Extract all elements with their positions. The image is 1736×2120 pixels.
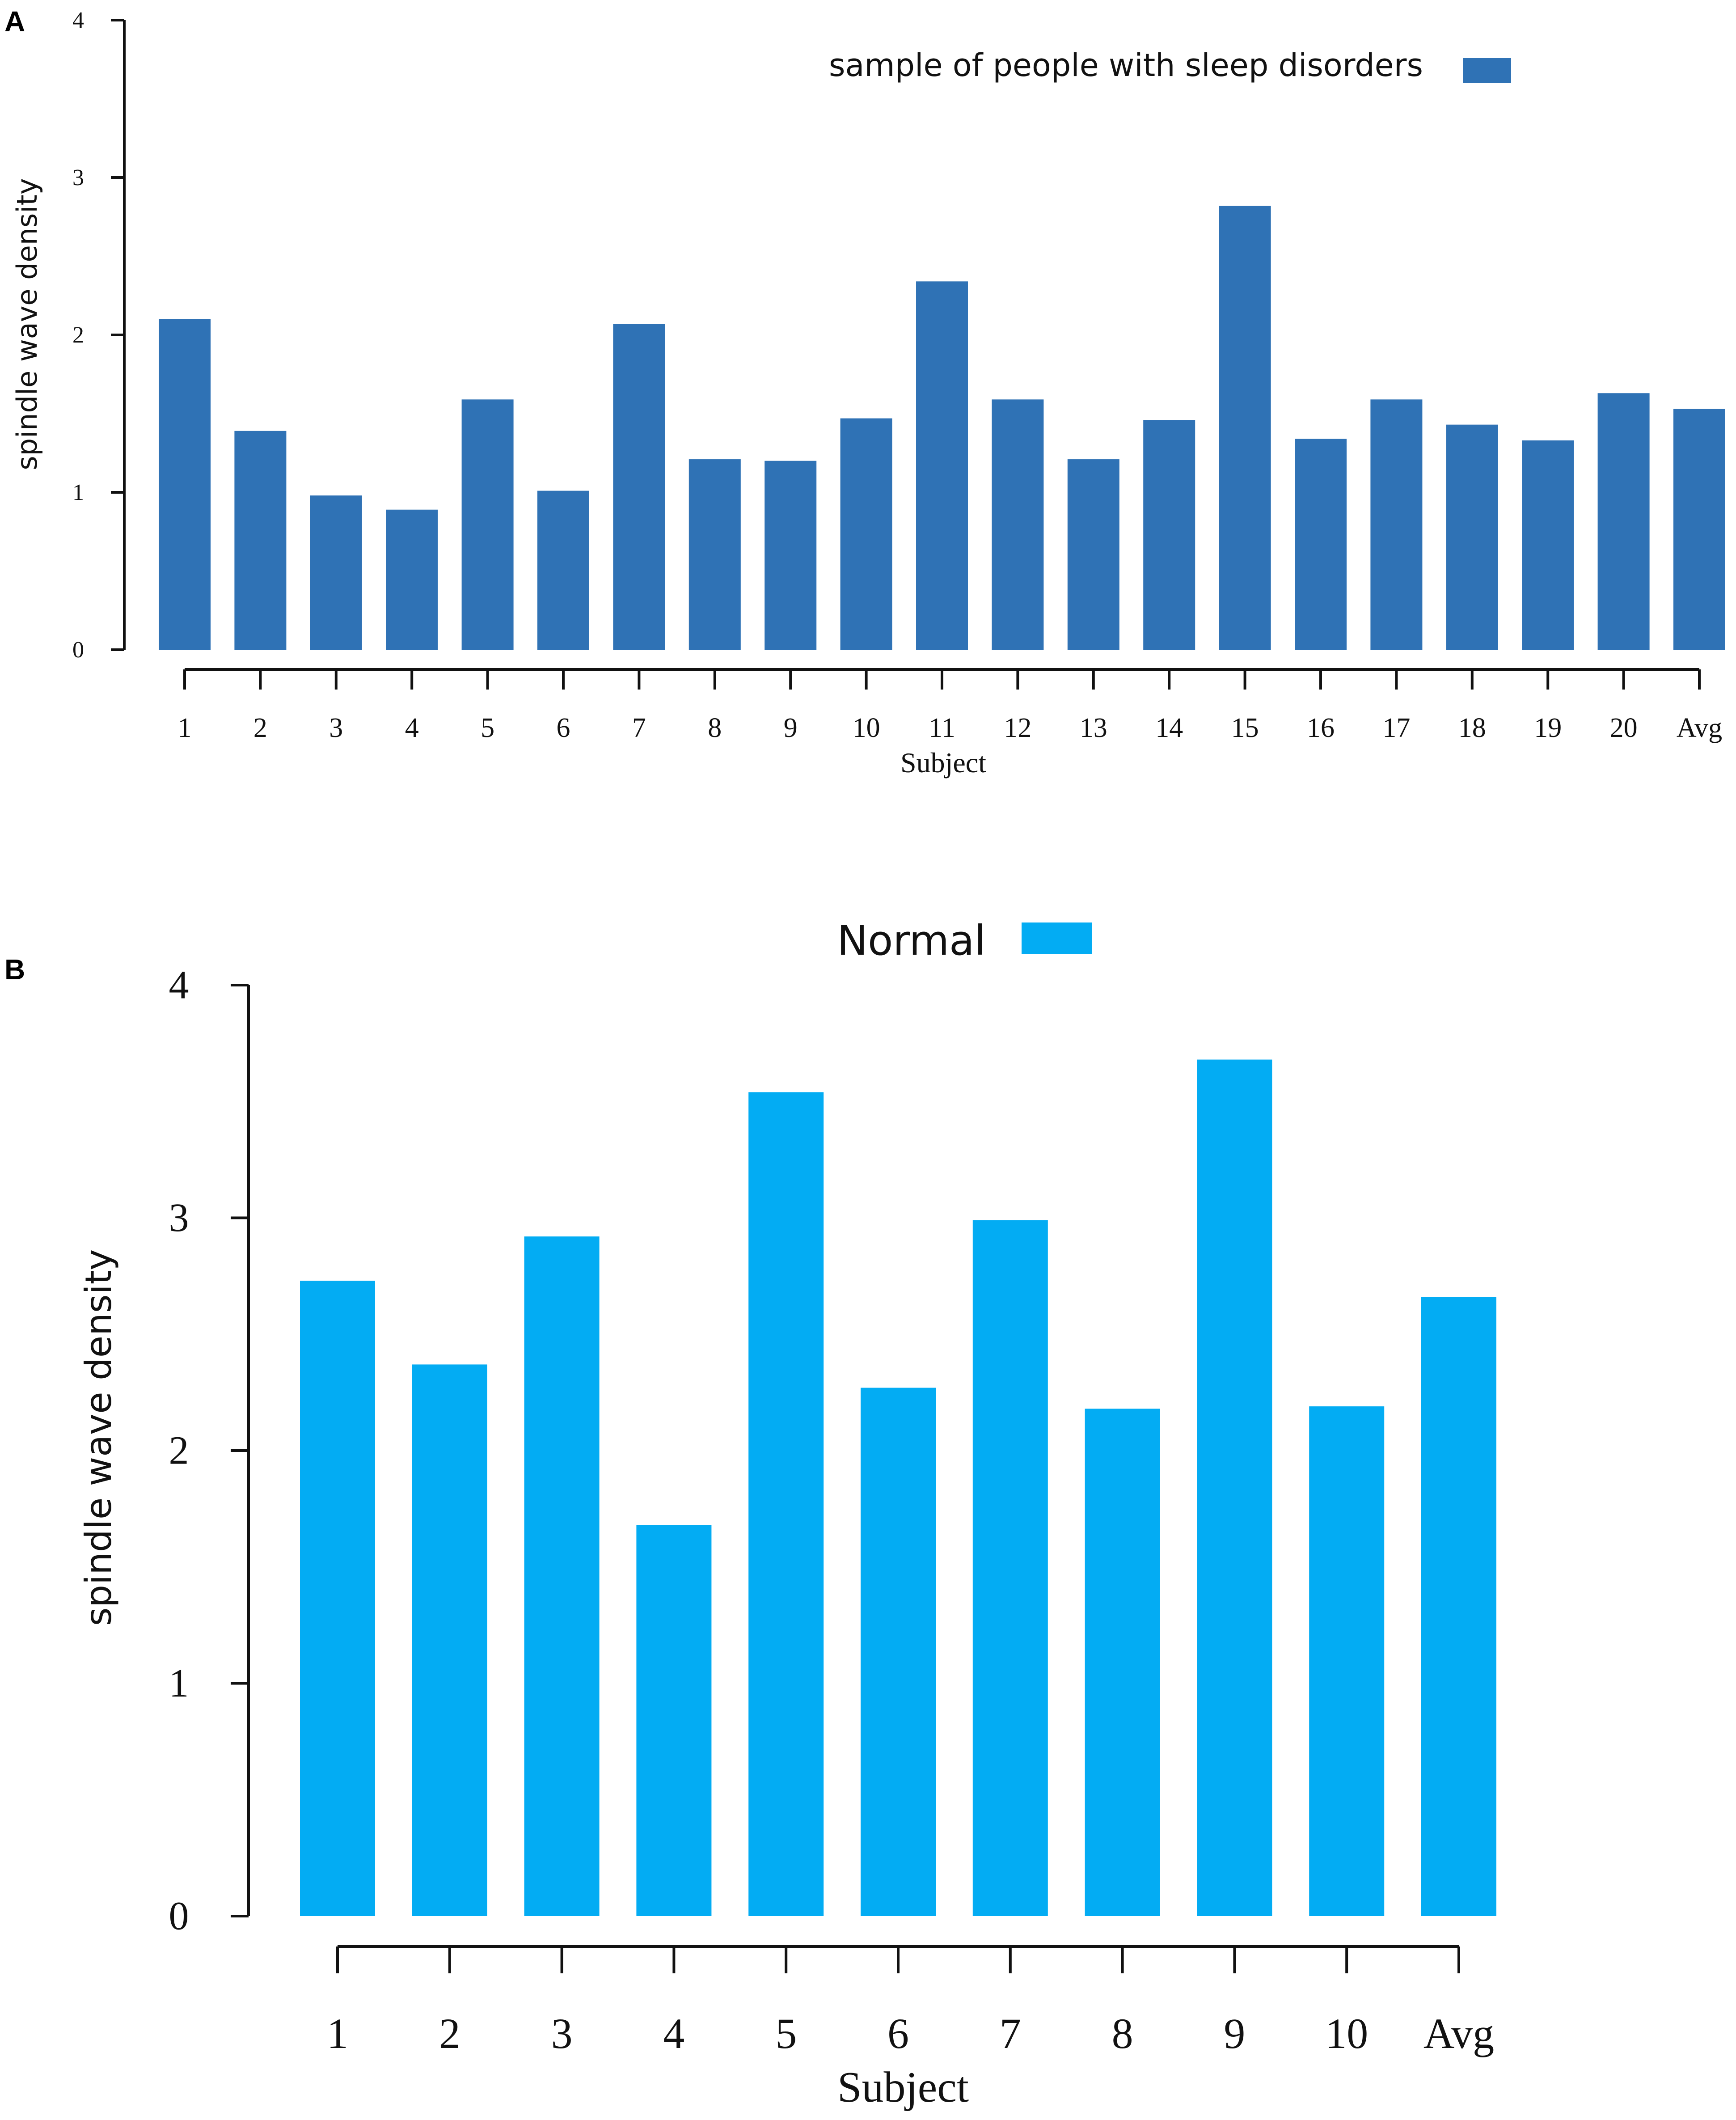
panel-a-x-ticks: 1 2 3 4 5 6 7 8 9 10 11 12 13 14 15 16 17 18 19 20 Avg	[178, 669, 1722, 743]
panel-a-bar-6	[537, 491, 589, 650]
panel-a-x-tick-label: 8	[708, 713, 722, 743]
panel-b-x-tick-label: 4	[663, 2010, 684, 2057]
panel-b-y-axis-label: spindle wave density	[78, 1249, 119, 1626]
panel-a-x-tick-label: 10	[853, 713, 880, 743]
panel-b-legend-swatch	[1022, 922, 1092, 954]
panel-b-x-tick-label: 10	[1325, 2010, 1368, 2057]
panel-a-y-ticks: 0 1 2 3 4	[72, 8, 124, 663]
panel-a-y-tick-label: 1	[72, 480, 84, 505]
panel-b-x-tick-label: 7	[1000, 2010, 1021, 2057]
panel-a-x-tick-label: 3	[329, 713, 343, 743]
panel-a-bar-8	[688, 459, 741, 650]
panel-a-bar-2	[234, 431, 287, 650]
panel-a-bar-13	[1067, 459, 1119, 650]
panel-b-bar-3	[524, 1236, 600, 1916]
panel-b-x-tick-label: 3	[551, 2010, 573, 2057]
panel-a-legend-label: sample of people with sleep disorders	[829, 47, 1423, 84]
panel-a-bar-3	[310, 495, 362, 650]
panel-b-legend-label: Normal	[837, 917, 986, 965]
panel-b-bar-9	[1197, 1059, 1272, 1916]
panel-b-bar-6	[861, 1388, 936, 1916]
panel-a-bar-7	[613, 324, 665, 650]
panel-b-x-tick-label: 8	[1112, 2010, 1133, 2057]
panel-a-x-tick-label: 4	[405, 713, 419, 743]
panel-a-bar-10	[840, 418, 892, 650]
panel-a-x-tick-label: 2	[253, 713, 267, 743]
panel-b-y-tick-label: 4	[169, 963, 189, 1007]
panel-a-y-tick-label: 2	[72, 322, 84, 348]
panel-b-x-tick-label: 6	[887, 2010, 909, 2057]
panel-b-bar-7	[972, 1220, 1048, 1916]
panel-a-bar-20	[1597, 393, 1650, 650]
panel-a-x-tick-label: Avg	[1677, 713, 1722, 743]
panel-b-y-tick-label: 2	[169, 1429, 189, 1473]
panel-a-bar-9	[765, 461, 817, 650]
panel-a-label: A	[4, 5, 25, 38]
panel-a-bar-4	[386, 509, 438, 650]
panel-b-x-ticks: 1 2 3 4 5 6 7 8 9 10 Avg	[327, 1947, 1494, 2057]
panel-a-bar-17	[1370, 399, 1423, 650]
panel-b-chart: B spindle wave density 0 1 2 3 4 1 2 3 4 5 6 7 8 9 10…	[4, 917, 1496, 2112]
panel-a-x-tick-label: 17	[1382, 713, 1410, 743]
panel-b-x-tick-label: 5	[775, 2010, 797, 2057]
panel-b-x-tick-label: 1	[327, 2010, 348, 2057]
panel-a-x-tick-label: 12	[1004, 713, 1031, 743]
panel-a-bar-1	[159, 319, 211, 650]
panel-a-bar-19	[1522, 440, 1574, 650]
panel-b-x-axis-label: Subject	[837, 2063, 969, 2112]
panel-b-bar-10	[1309, 1406, 1385, 1916]
panel-a-x-tick-label: 1	[178, 713, 192, 743]
panel-a-bar-11	[916, 281, 968, 650]
panel-a-x-tick-label: 20	[1610, 713, 1638, 743]
panel-b-x-tick-label: Avg	[1423, 2010, 1494, 2057]
panel-b-legend: Normal	[837, 917, 1092, 965]
panel-a-bar-12	[992, 399, 1044, 650]
panel-a-legend-swatch	[1463, 58, 1511, 83]
panel-a-bar-5	[461, 399, 514, 650]
panel-a-x-tick-label: 13	[1080, 713, 1107, 743]
panel-b-bar-1	[300, 1281, 375, 1916]
panel-b-bar-5	[748, 1092, 824, 1916]
panel-b-x-tick-label: 2	[439, 2010, 460, 2057]
panel-b-y-tick-label: 1	[169, 1661, 189, 1705]
panel-a-bar-16	[1295, 439, 1347, 650]
panel-b-bar-avg	[1421, 1297, 1496, 1916]
panel-b-bar-8	[1085, 1409, 1160, 1916]
panel-a-x-tick-label: 16	[1307, 713, 1335, 743]
panel-a-bar-18	[1446, 424, 1498, 650]
panel-a-x-tick-label: 18	[1458, 713, 1486, 743]
panel-b-bar-2	[412, 1364, 487, 1916]
panel-a-bar-15	[1219, 206, 1271, 650]
panel-b-x-tick-label: 9	[1224, 2010, 1245, 2057]
panel-a-bar-avg	[1673, 409, 1725, 650]
panel-b-y-ticks: 0 1 2 3 4	[169, 963, 249, 1938]
panel-a-y-tick-label: 0	[72, 637, 84, 663]
panel-a-bar-14	[1143, 420, 1195, 650]
panel-a-x-tick-label: 9	[784, 713, 798, 743]
panel-a-x-tick-label: 15	[1231, 713, 1259, 743]
panel-a-y-tick-label: 3	[72, 165, 84, 190]
panel-a-x-tick-label: 14	[1155, 713, 1183, 743]
panel-a-x-tick-label: 11	[929, 713, 955, 743]
panel-b-y-tick-label: 0	[169, 1894, 189, 1938]
panel-a-x-tick-label: 5	[481, 713, 494, 743]
panel-a-x-tick-label: 19	[1534, 713, 1562, 743]
panel-a-y-axis-label: spindle wave density	[11, 178, 43, 470]
panel-a-y-tick-label: 4	[72, 8, 84, 33]
panel-b-y-tick-label: 3	[169, 1196, 189, 1240]
panel-a-x-axis-label: Subject	[900, 747, 986, 779]
panel-b-bars	[300, 1059, 1496, 1916]
panel-a-bars	[159, 206, 1725, 650]
panel-b-bar-4	[636, 1525, 712, 1916]
panel-a-legend: sample of people with sleep disorders	[829, 47, 1511, 84]
panel-a-x-tick-label: 7	[632, 713, 646, 743]
panel-b-label: B	[4, 953, 25, 986]
panel-a-x-tick-label: 6	[557, 713, 570, 743]
